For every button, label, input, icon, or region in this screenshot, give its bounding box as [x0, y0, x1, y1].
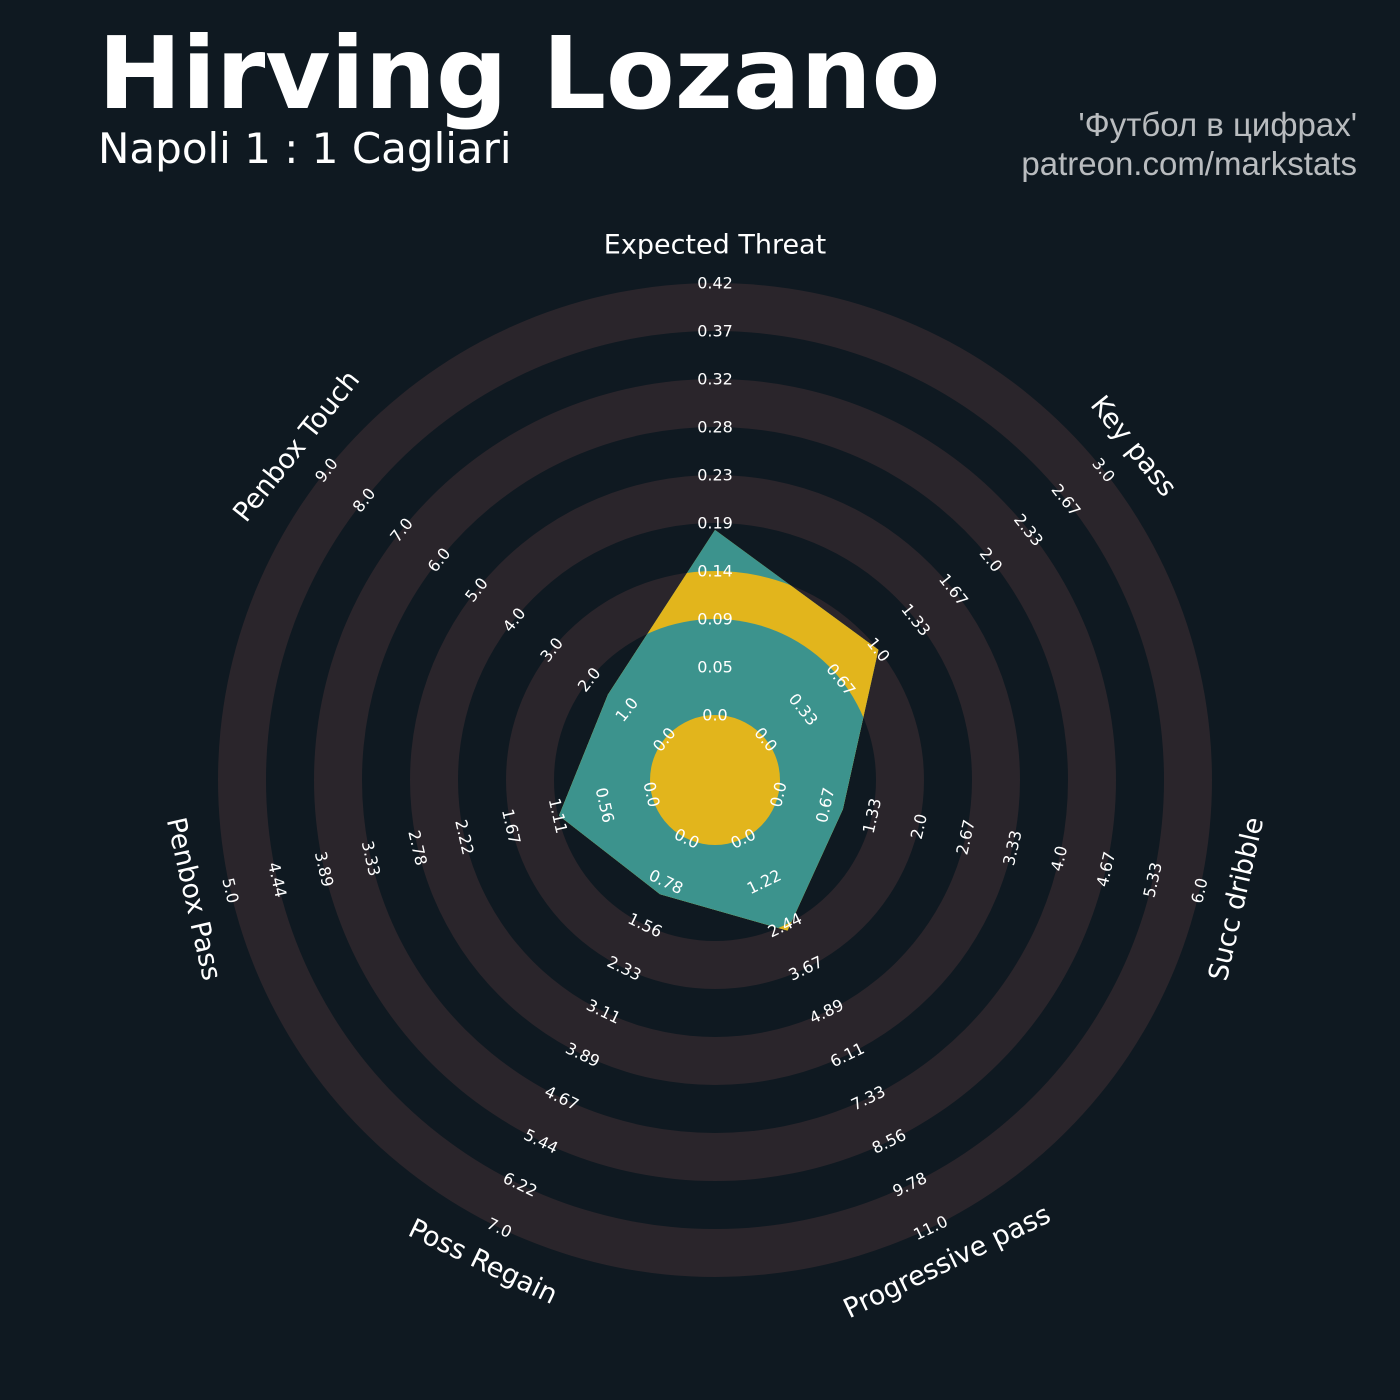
credit-link-text: patreon.com/markstats [1021, 145, 1357, 182]
tick-label: 0.23 [697, 466, 733, 485]
tick-label: 0.09 [697, 610, 733, 629]
axis-label: Succ dribble [1203, 814, 1270, 983]
tick-label: 0.19 [697, 514, 733, 533]
tick-label: 0.28 [697, 418, 733, 437]
tick-label: 0.05 [697, 658, 733, 677]
axis-label: Expected Threat [604, 230, 826, 261]
tick-label: 0.42 [697, 274, 733, 293]
tick-label: 0.37 [697, 322, 733, 341]
axis-label: Penbox Pass [160, 815, 227, 984]
match-score-subtitle: Napoli 1 : 1 Cagliari [98, 124, 512, 173]
tick-label: 0.32 [697, 370, 733, 389]
tick-label: 0.0 [702, 706, 727, 725]
polygon-stripe-4 [650, 715, 780, 845]
tick-label: 0.14 [697, 562, 733, 581]
player-name-title: Hirving Lozano [98, 15, 941, 132]
credit-line-1: 'Футбол в цифрах' [1078, 106, 1357, 143]
